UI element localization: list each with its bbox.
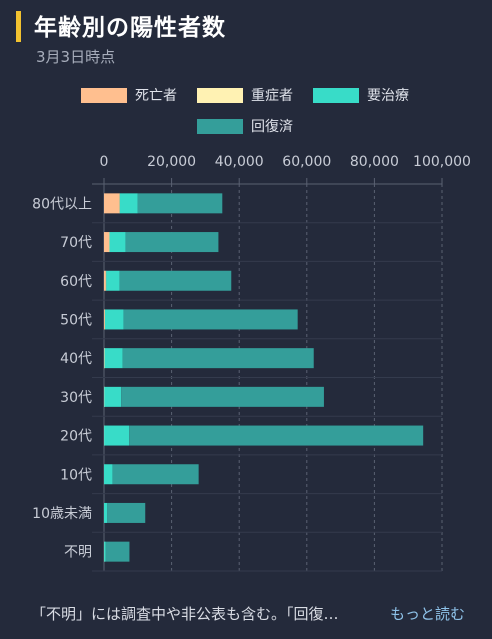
legend-item-treatment[interactable]: 要治療 — [313, 85, 409, 105]
legend-swatch-severe — [197, 87, 243, 103]
y-tick-label: 80代以上 — [32, 196, 92, 212]
bar-segment — [123, 309, 298, 330]
x-tick-label: 60,000 — [282, 154, 331, 170]
bar-segment — [105, 270, 107, 291]
bar-chart: 0 20,000 40,000 60,000 80,000 100,000 80代以上 70代… — [32, 154, 471, 572]
x-tick-label: 40,000 — [215, 154, 264, 170]
footer-note: 「不明」には調査中や非公表も含む。「回復… — [31, 605, 339, 623]
y-tick-label: 20代 — [60, 429, 92, 445]
bar-segment — [104, 386, 122, 407]
bar-segment — [104, 309, 106, 330]
y-tick-label: 10代 — [60, 467, 92, 483]
bar-segment — [105, 309, 124, 330]
y-tick-label: 40代 — [60, 351, 92, 367]
bar-segment — [119, 193, 138, 214]
bar-segment — [119, 193, 120, 214]
y-tick-label: 50代 — [60, 312, 92, 328]
bar-segment — [107, 502, 146, 523]
legend-label-recovered: 回復済 — [251, 119, 293, 135]
bar-segment — [104, 193, 120, 214]
legend-item-death[interactable]: 死亡者 — [81, 85, 177, 105]
legend-swatch-death — [81, 87, 127, 103]
x-tick-label: 20,000 — [147, 154, 196, 170]
bar-segment — [104, 425, 130, 446]
legend-label-death: 死亡者 — [135, 88, 177, 104]
legend-item-severe[interactable]: 重症者 — [197, 85, 293, 105]
y-tick-label: 10歳未満 — [32, 506, 92, 522]
y-tick-label: 70代 — [60, 235, 92, 251]
legend-label-severe: 重症者 — [251, 88, 293, 104]
bar-segment — [109, 232, 126, 253]
bar-segment — [129, 425, 424, 446]
legend-swatch-treatment — [313, 87, 359, 103]
legend-item-recovered[interactable]: 回復済 — [197, 116, 293, 136]
bar-segment — [122, 348, 314, 369]
bar-segment — [121, 386, 324, 407]
legend-swatch-recovered — [197, 118, 243, 134]
bar-segment — [125, 232, 219, 253]
bar-segment — [104, 309, 105, 330]
bar-segment — [104, 464, 113, 485]
y-tick-label: 30代 — [60, 390, 92, 406]
y-tick-label: 不明 — [64, 545, 92, 561]
read-more-link[interactable]: もっと読む — [390, 605, 466, 623]
y-tick-label: 60代 — [60, 274, 92, 290]
x-tick-label: 80,000 — [350, 154, 399, 170]
bar-segment — [119, 270, 232, 291]
footer: 「不明」には調査中や非公表も含む。「回復… もっと読む — [0, 590, 492, 639]
bar-segment — [104, 270, 106, 291]
bar-segment — [112, 464, 199, 485]
bar-segment — [104, 541, 106, 562]
bar-segment — [137, 193, 223, 214]
bar-segment — [104, 348, 123, 369]
title-accent-bar — [16, 11, 21, 42]
bar-segment — [106, 270, 120, 291]
bar-segment — [105, 541, 130, 562]
legend-label-treatment: 要治療 — [367, 88, 409, 104]
x-tick-label: 100,000 — [413, 154, 471, 170]
bar-segment — [109, 232, 110, 253]
page-title: 年齢別の陽性者数 — [34, 15, 226, 41]
x-tick-label: 0 — [100, 154, 109, 170]
bar-segment — [104, 348, 105, 369]
bar-segment — [104, 502, 108, 523]
bar-segment — [104, 232, 110, 253]
page-subtitle: 3月3日時点 — [36, 48, 116, 66]
